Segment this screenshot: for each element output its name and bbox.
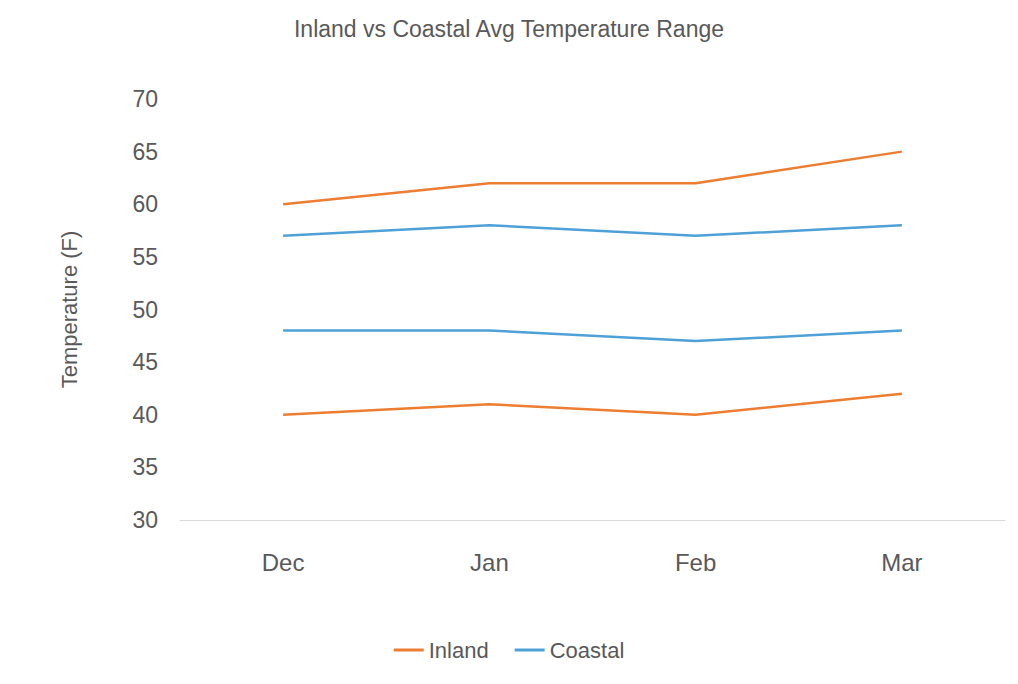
svg-text:60: 60	[132, 191, 158, 217]
svg-text:70: 70	[132, 86, 158, 112]
svg-text:Temperature (F): Temperature (F)	[57, 231, 82, 389]
svg-text:40: 40	[132, 402, 158, 428]
svg-text:55: 55	[132, 244, 158, 270]
svg-text:Dec: Dec	[262, 549, 305, 576]
svg-text:65: 65	[132, 139, 158, 165]
svg-text:Inland: Inland	[429, 638, 489, 663]
svg-text:30: 30	[132, 507, 158, 533]
svg-text:35: 35	[132, 454, 158, 480]
svg-text:Mar: Mar	[881, 549, 922, 576]
svg-text:Feb: Feb	[675, 549, 716, 576]
svg-text:45: 45	[132, 349, 158, 375]
svg-text:Jan: Jan	[470, 549, 509, 576]
svg-text:Coastal: Coastal	[550, 638, 625, 663]
svg-text:50: 50	[132, 297, 158, 323]
svg-text:Inland vs Coastal Avg Temperat: Inland vs Coastal Avg Temperature Range	[294, 16, 724, 42]
